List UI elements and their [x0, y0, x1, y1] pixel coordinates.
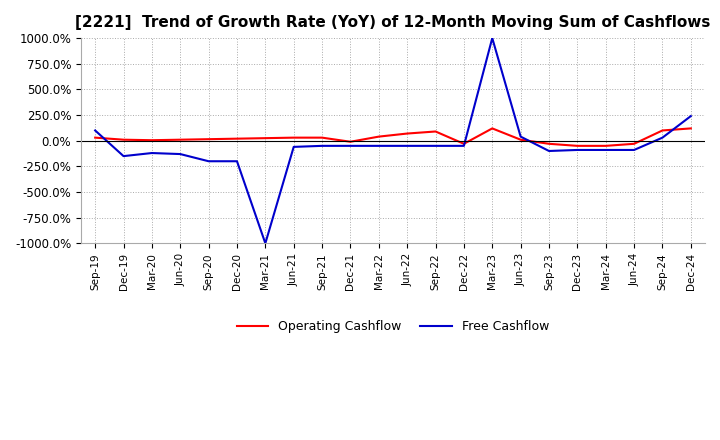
- Operating Cashflow: [120, 137, 128, 142]
- Free Cashflow: [91, 128, 99, 133]
- Free Cashflow: [488, 36, 497, 41]
- Operating Cashflow: [403, 131, 412, 136]
- Free Cashflow: [261, 241, 270, 246]
- Free Cashflow: [318, 143, 326, 148]
- Operating Cashflow: [601, 143, 610, 148]
- Free Cashflow: [176, 151, 184, 157]
- Operating Cashflow: [630, 141, 639, 147]
- Free Cashflow: [544, 148, 553, 154]
- Free Cashflow: [148, 150, 156, 156]
- Operating Cashflow: [346, 139, 355, 144]
- Operating Cashflow: [431, 129, 440, 134]
- Free Cashflow: [573, 147, 582, 153]
- Legend: Operating Cashflow, Free Cashflow: Operating Cashflow, Free Cashflow: [232, 315, 554, 338]
- Operating Cashflow: [289, 135, 298, 140]
- Operating Cashflow: [261, 136, 270, 141]
- Line: Operating Cashflow: Operating Cashflow: [95, 128, 690, 146]
- Free Cashflow: [346, 143, 355, 148]
- Free Cashflow: [233, 158, 241, 164]
- Operating Cashflow: [374, 134, 383, 139]
- Operating Cashflow: [148, 138, 156, 143]
- Operating Cashflow: [318, 135, 326, 140]
- Operating Cashflow: [544, 141, 553, 147]
- Free Cashflow: [204, 158, 213, 164]
- Title: [2221]  Trend of Growth Rate (YoY) of 12-Month Moving Sum of Cashflows: [2221] Trend of Growth Rate (YoY) of 12-…: [76, 15, 711, 30]
- Free Cashflow: [120, 154, 128, 159]
- Free Cashflow: [459, 143, 468, 148]
- Operating Cashflow: [488, 126, 497, 131]
- Operating Cashflow: [573, 143, 582, 148]
- Operating Cashflow: [516, 137, 525, 142]
- Free Cashflow: [374, 143, 383, 148]
- Operating Cashflow: [459, 141, 468, 147]
- Operating Cashflow: [176, 137, 184, 142]
- Free Cashflow: [403, 143, 412, 148]
- Operating Cashflow: [658, 128, 667, 133]
- Free Cashflow: [601, 147, 610, 153]
- Operating Cashflow: [91, 135, 99, 140]
- Operating Cashflow: [204, 136, 213, 142]
- Free Cashflow: [630, 147, 639, 153]
- Free Cashflow: [516, 134, 525, 139]
- Operating Cashflow: [233, 136, 241, 141]
- Operating Cashflow: [686, 126, 695, 131]
- Free Cashflow: [686, 114, 695, 119]
- Line: Free Cashflow: Free Cashflow: [95, 38, 690, 243]
- Free Cashflow: [431, 143, 440, 148]
- Free Cashflow: [289, 144, 298, 150]
- Free Cashflow: [658, 135, 667, 140]
